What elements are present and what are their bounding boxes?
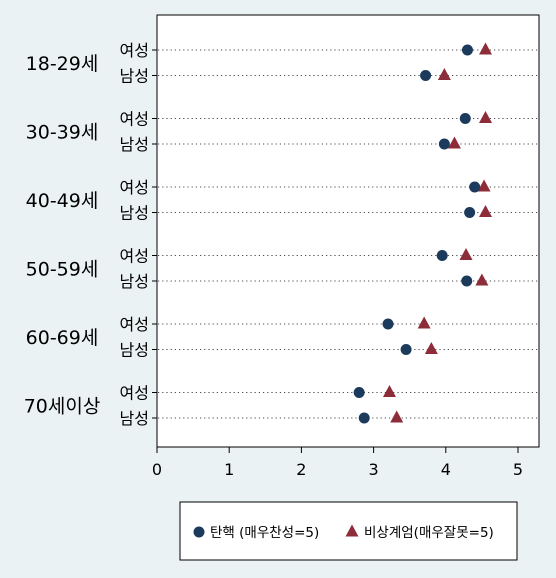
legend-impeachment-marker bbox=[193, 526, 205, 538]
legend-martial-law-label: 비상계엄(매우잘못=5) bbox=[364, 525, 494, 541]
impeachment-point bbox=[420, 70, 432, 81]
martial-law-point bbox=[477, 179, 491, 192]
x-tick-label: 5 bbox=[513, 460, 523, 479]
row-label: 남성 bbox=[120, 135, 149, 154]
martial-law-point bbox=[447, 136, 461, 149]
x-tick-label: 4 bbox=[441, 460, 451, 479]
group-label: 50-59세 bbox=[26, 258, 99, 280]
impeachment-point bbox=[353, 387, 365, 398]
data-marks bbox=[353, 42, 493, 424]
legend: 탄핵 (매우찬성=5) 비상계엄(매우잘못=5) bbox=[179, 501, 518, 561]
impeachment-point bbox=[436, 250, 448, 261]
martial-law-point bbox=[424, 342, 438, 354]
row-label: 여성 bbox=[120, 315, 149, 334]
row-label: 남성 bbox=[120, 409, 149, 428]
martial-law-point bbox=[390, 410, 404, 423]
impeachment-point bbox=[358, 412, 370, 424]
martial-law-point bbox=[475, 273, 489, 286]
row-label: 여성 bbox=[120, 178, 149, 197]
group-label: 18-29세 bbox=[26, 53, 99, 75]
martial-law-point bbox=[417, 316, 431, 329]
martial-law-point bbox=[437, 68, 451, 80]
group-label: 60-69세 bbox=[26, 327, 99, 349]
row-label: 남성 bbox=[120, 67, 149, 86]
martial-law-point bbox=[479, 111, 493, 123]
row-label: 여성 bbox=[120, 384, 149, 403]
legend-martial-law-marker bbox=[345, 524, 359, 537]
x-axis: 0 1 2 3 4 5 bbox=[152, 447, 523, 479]
legend-impeachment-label: 탄핵 (매우찬성=5) bbox=[210, 525, 319, 541]
row-label: 여성 bbox=[120, 247, 149, 266]
y-axis-labels: 18-29세여성남성30-39세여성남성40-49세여성남성50-59세여성남성… bbox=[24, 41, 149, 428]
impeachment-point bbox=[469, 181, 481, 193]
impeachment-point bbox=[400, 344, 412, 355]
x-tick-label: 3 bbox=[369, 460, 379, 479]
group-label: 40-49세 bbox=[26, 190, 99, 212]
group-label: 30-39세 bbox=[26, 121, 99, 143]
grid-lines bbox=[152, 49, 538, 419]
impeachment-point bbox=[438, 138, 450, 150]
row-label: 여성 bbox=[120, 41, 149, 60]
martial-law-point bbox=[479, 205, 493, 217]
x-tick-label: 0 bbox=[152, 460, 162, 479]
impeachment-point bbox=[464, 207, 476, 218]
group-label: 70세이상 bbox=[24, 395, 101, 417]
row-label: 여성 bbox=[120, 110, 149, 129]
x-tick-label: 1 bbox=[224, 460, 234, 479]
x-tick-label: 2 bbox=[296, 460, 306, 479]
row-label: 남성 bbox=[120, 272, 149, 291]
row-label: 남성 bbox=[120, 204, 149, 223]
impeachment-point bbox=[459, 113, 471, 124]
row-label: 남성 bbox=[120, 341, 149, 360]
impeachment-point bbox=[461, 275, 473, 287]
impeachment-point bbox=[461, 44, 473, 56]
martial-law-point bbox=[382, 385, 396, 397]
impeachment-point bbox=[382, 318, 394, 330]
martial-law-point bbox=[479, 42, 493, 55]
martial-law-point bbox=[459, 248, 473, 260]
plot-area bbox=[156, 14, 540, 448]
